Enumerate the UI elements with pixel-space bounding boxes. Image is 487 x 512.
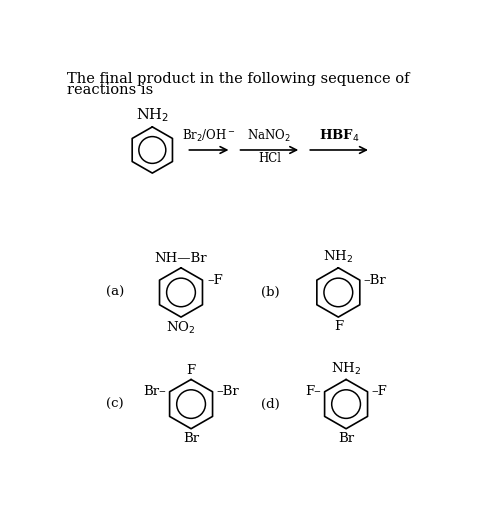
Text: NaNO$_2$: NaNO$_2$: [247, 127, 291, 144]
Text: –F: –F: [372, 385, 387, 398]
Text: NH—Br: NH—Br: [155, 252, 207, 266]
Text: HBF$_4$: HBF$_4$: [319, 127, 359, 144]
Text: –Br: –Br: [216, 385, 239, 398]
Text: F: F: [334, 320, 343, 333]
Text: Br: Br: [183, 432, 199, 445]
Text: HCl: HCl: [258, 152, 281, 165]
Text: F: F: [187, 364, 196, 377]
Text: –F: –F: [207, 273, 223, 287]
Text: NH$_2$: NH$_2$: [323, 249, 354, 266]
Text: F–: F–: [305, 385, 321, 398]
Text: (d): (d): [261, 398, 280, 411]
Text: (a): (a): [106, 286, 124, 300]
Text: The final product in the following sequence of: The final product in the following seque…: [67, 72, 410, 86]
Text: Br$_2$/OH$^-$: Br$_2$/OH$^-$: [182, 127, 236, 144]
Text: (c): (c): [106, 398, 123, 411]
Text: Br: Br: [338, 432, 354, 445]
Text: –Br: –Br: [364, 273, 386, 287]
Text: Br–: Br–: [143, 385, 166, 398]
Text: NO$_2$: NO$_2$: [166, 320, 196, 336]
Text: reactions is: reactions is: [67, 83, 153, 97]
Text: NH$_2$: NH$_2$: [331, 361, 361, 377]
Text: (b): (b): [261, 286, 280, 300]
Text: NH$_2$: NH$_2$: [136, 106, 169, 124]
